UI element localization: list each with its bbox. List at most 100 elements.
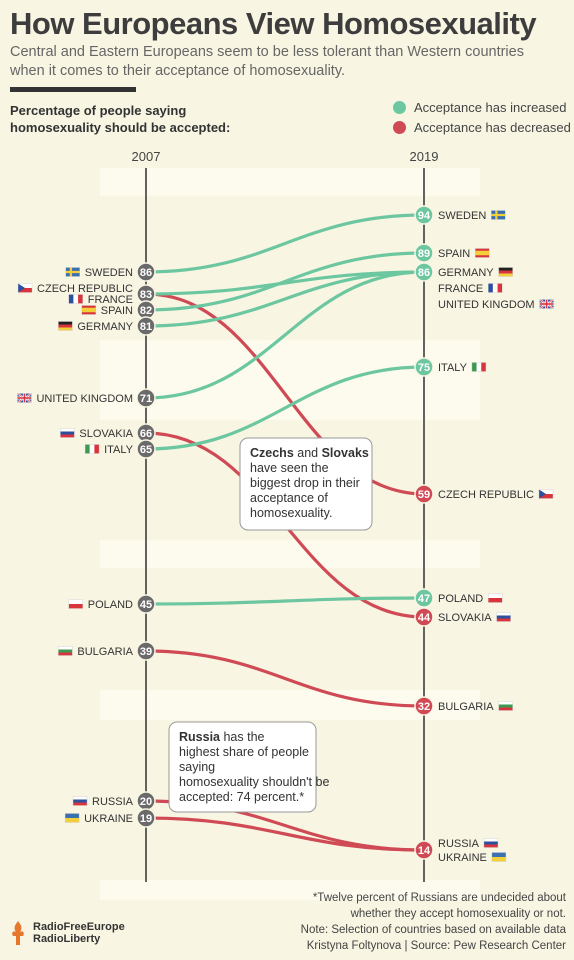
value-label-2007-poland: 45 (140, 599, 152, 611)
flag-germany-icon (498, 267, 513, 277)
line-united-kingdom (144, 270, 426, 400)
right-label-czech-republic: CZECH REPUBLIC (438, 489, 534, 501)
left-label-czech-republic: CZECH REPUBLIC (37, 283, 133, 295)
right-label-poland: POLAND (438, 593, 483, 605)
value-label-2007-slovakia: 66 (140, 428, 152, 440)
left-label-russia: RUSSIA (92, 796, 134, 808)
footnote-source: Kristyna Foltynova | Source: Pew Researc… (306, 940, 566, 952)
band-4 (100, 880, 480, 900)
flag-sweden-icon (491, 210, 506, 220)
point-2019-sweden (414, 205, 434, 225)
flag-bulgaria-icon (58, 646, 73, 656)
legend-increased: Acceptance has increased (393, 100, 566, 115)
flag-spain-icon (475, 248, 490, 258)
flag-france-icon (488, 283, 503, 293)
value-label-2007-bulgaria: 39 (140, 646, 152, 658)
point-2019-germany-france-united-kingdom (414, 262, 434, 282)
point-2019-spain (414, 243, 434, 263)
value-label-2007-czech-republic-france: 83 (140, 289, 152, 301)
line-poland (144, 596, 426, 606)
flag-united-kingdom-icon (539, 298, 555, 310)
value-label-2007-italy: 65 (140, 444, 152, 456)
left-label-spain: SPAIN (101, 305, 133, 317)
flag-italy-icon (84, 444, 100, 454)
right-label-france: FRANCE (438, 283, 483, 295)
flag-spain-icon (81, 305, 96, 315)
right-labels: SWEDEN SPAIN GERMANY FRANCE UNITED KINGDOM IT… (438, 210, 535, 864)
value-label-2007-russia: 20 (140, 796, 152, 808)
flag-russia-icon (483, 838, 499, 848)
footnote-selection: Note: Selection of countries based on av… (300, 924, 566, 936)
value-label-2007-germany: 81 (140, 321, 152, 333)
point-2007-united-kingdom (136, 388, 156, 408)
axis-2007-label: 2007 (132, 149, 161, 164)
flag-sweden-icon (65, 267, 80, 277)
value-label-2019-italy: 75 (418, 362, 430, 374)
value-label-2019-sweden: 94 (418, 210, 431, 222)
left-label-poland: POLAND (88, 599, 133, 611)
flag-germany-icon (58, 321, 73, 331)
right-label-spain: SPAIN (438, 248, 470, 260)
flag-bulgaria-icon (498, 701, 513, 711)
legend-decreased: Acceptance has decreased (393, 120, 571, 135)
point-2019-slovakia (414, 607, 434, 627)
torch-icon (12, 921, 24, 945)
value-label-2019-slovakia: 44 (418, 612, 431, 624)
flag-slovakia-icon (60, 428, 75, 438)
flag-italy-icon (471, 362, 487, 372)
brand-logo: RadioFreeEurope RadioLiberty (8, 920, 125, 946)
flag-poland-icon (68, 599, 83, 609)
point-2007-ukraine (136, 808, 156, 828)
value-label-2007-spain: 82 (140, 305, 152, 317)
line-ukraine (144, 816, 426, 852)
point-2007-italy (136, 439, 156, 459)
point-2007-germany (136, 316, 156, 336)
annotation-russia: Russia has the highest share of people say… (168, 721, 329, 813)
line-bulgaria (144, 649, 426, 708)
left-label-sweden: SWEDEN (85, 267, 133, 279)
right-label-bulgaria: BULGARIA (438, 701, 494, 713)
annotation-czechs-slovaks: Czechs and Slovaks have seen the biggest d… (239, 437, 373, 531)
legend-decreased-label: Acceptance has decreased (414, 120, 571, 135)
value-label-2019-bulgaria: 32 (418, 701, 430, 713)
right-label-ukraine: UKRAINE (438, 852, 487, 864)
value-label-2019-spain: 89 (418, 248, 430, 260)
line-italy (144, 365, 426, 451)
annotation-russia-box (168, 721, 317, 813)
point-2019-czech-republic (414, 484, 434, 504)
chart-title: How Europeans View Homosexuality (10, 6, 537, 41)
left-label-bulgaria: BULGARIA (77, 646, 133, 658)
flag-slovakia-icon (496, 612, 511, 622)
line-germany (144, 270, 426, 328)
legend-increased-dot-icon (393, 101, 406, 114)
flag-united-kingdom-icon (16, 392, 32, 404)
legend-increased-label: Acceptance has increased (414, 100, 567, 115)
annotation-czechs-slovaks-text: Czechs and Slovaks have seen the biggest d… (250, 446, 369, 520)
legend-decreased-dot-icon (393, 121, 406, 134)
line-sweden (144, 213, 426, 274)
flag-russia-icon (72, 796, 88, 806)
chart-subtitle: Central and Eastern Europeans seem to be… (10, 44, 524, 79)
right-label-russia: RUSSIA (438, 838, 480, 850)
right-label-slovakia: SLOVAKIA (438, 612, 492, 624)
left-label-italy: ITALY (104, 444, 134, 456)
flag-poland-icon (488, 593, 503, 603)
annotation-russia-text: Russia has the highest share of people say… (179, 730, 329, 804)
line-spain (144, 251, 426, 312)
flag-france-icon (68, 294, 83, 304)
point-2019-poland (414, 588, 434, 608)
band-1 (100, 340, 480, 420)
footnote-russia-undecided: *Twelve percent of Russians are undecide… (312, 892, 566, 904)
point-2007-bulgaria (136, 641, 156, 661)
brand-line2: RadioLiberty (33, 933, 101, 945)
left-label-slovakia: SLOVAKIA (79, 428, 133, 440)
value-label-2019-czech-republic: 59 (418, 489, 430, 501)
left-label-ukraine: UKRAINE (84, 813, 133, 825)
left-label-france: FRANCE (88, 294, 133, 306)
flag-czech-republic-icon (17, 283, 33, 293)
flag-czech-republic-icon (538, 489, 554, 499)
value-label-2007-sweden: 86 (140, 267, 152, 279)
left-label-united-kingdom: UNITED KINGDOM (36, 393, 133, 405)
